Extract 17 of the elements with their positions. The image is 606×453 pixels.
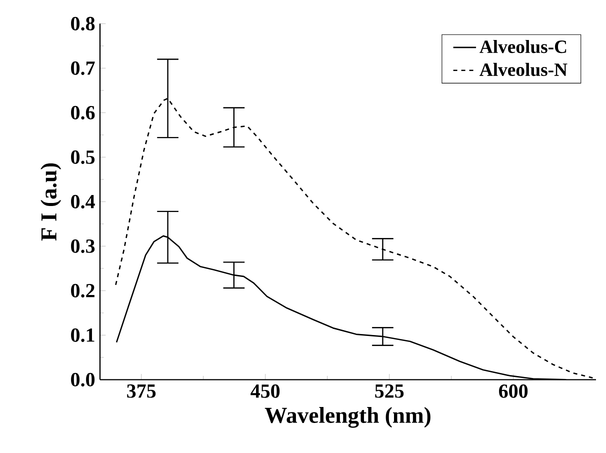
y-tick-label: 0.5	[71, 150, 95, 164]
y-tick-label: 0.8	[71, 16, 95, 30]
y-tick-label: 0.2	[71, 284, 94, 298]
y-tick-label: 0.0	[71, 372, 95, 386]
legend-label: Alveolus-N	[480, 62, 568, 76]
x-tick-label: 600	[499, 384, 528, 398]
y-tick-label: 0.7	[71, 61, 95, 75]
x-tick-label: 450	[250, 384, 280, 398]
y-tick-label: 0.6	[71, 106, 95, 120]
legend-label: Alveolus-C	[480, 40, 566, 54]
y-axis-title: F I (a.u)	[40, 163, 62, 241]
y-tick-label: 0.3	[71, 239, 95, 253]
y-tick-label: 0.4	[71, 194, 95, 208]
y-tick-label: 0.1	[71, 328, 94, 342]
x-tick-label: 525	[375, 384, 404, 398]
x-tick-label: 375	[127, 384, 156, 398]
x-axis-title: Wavelength (nm)	[264, 407, 430, 428]
